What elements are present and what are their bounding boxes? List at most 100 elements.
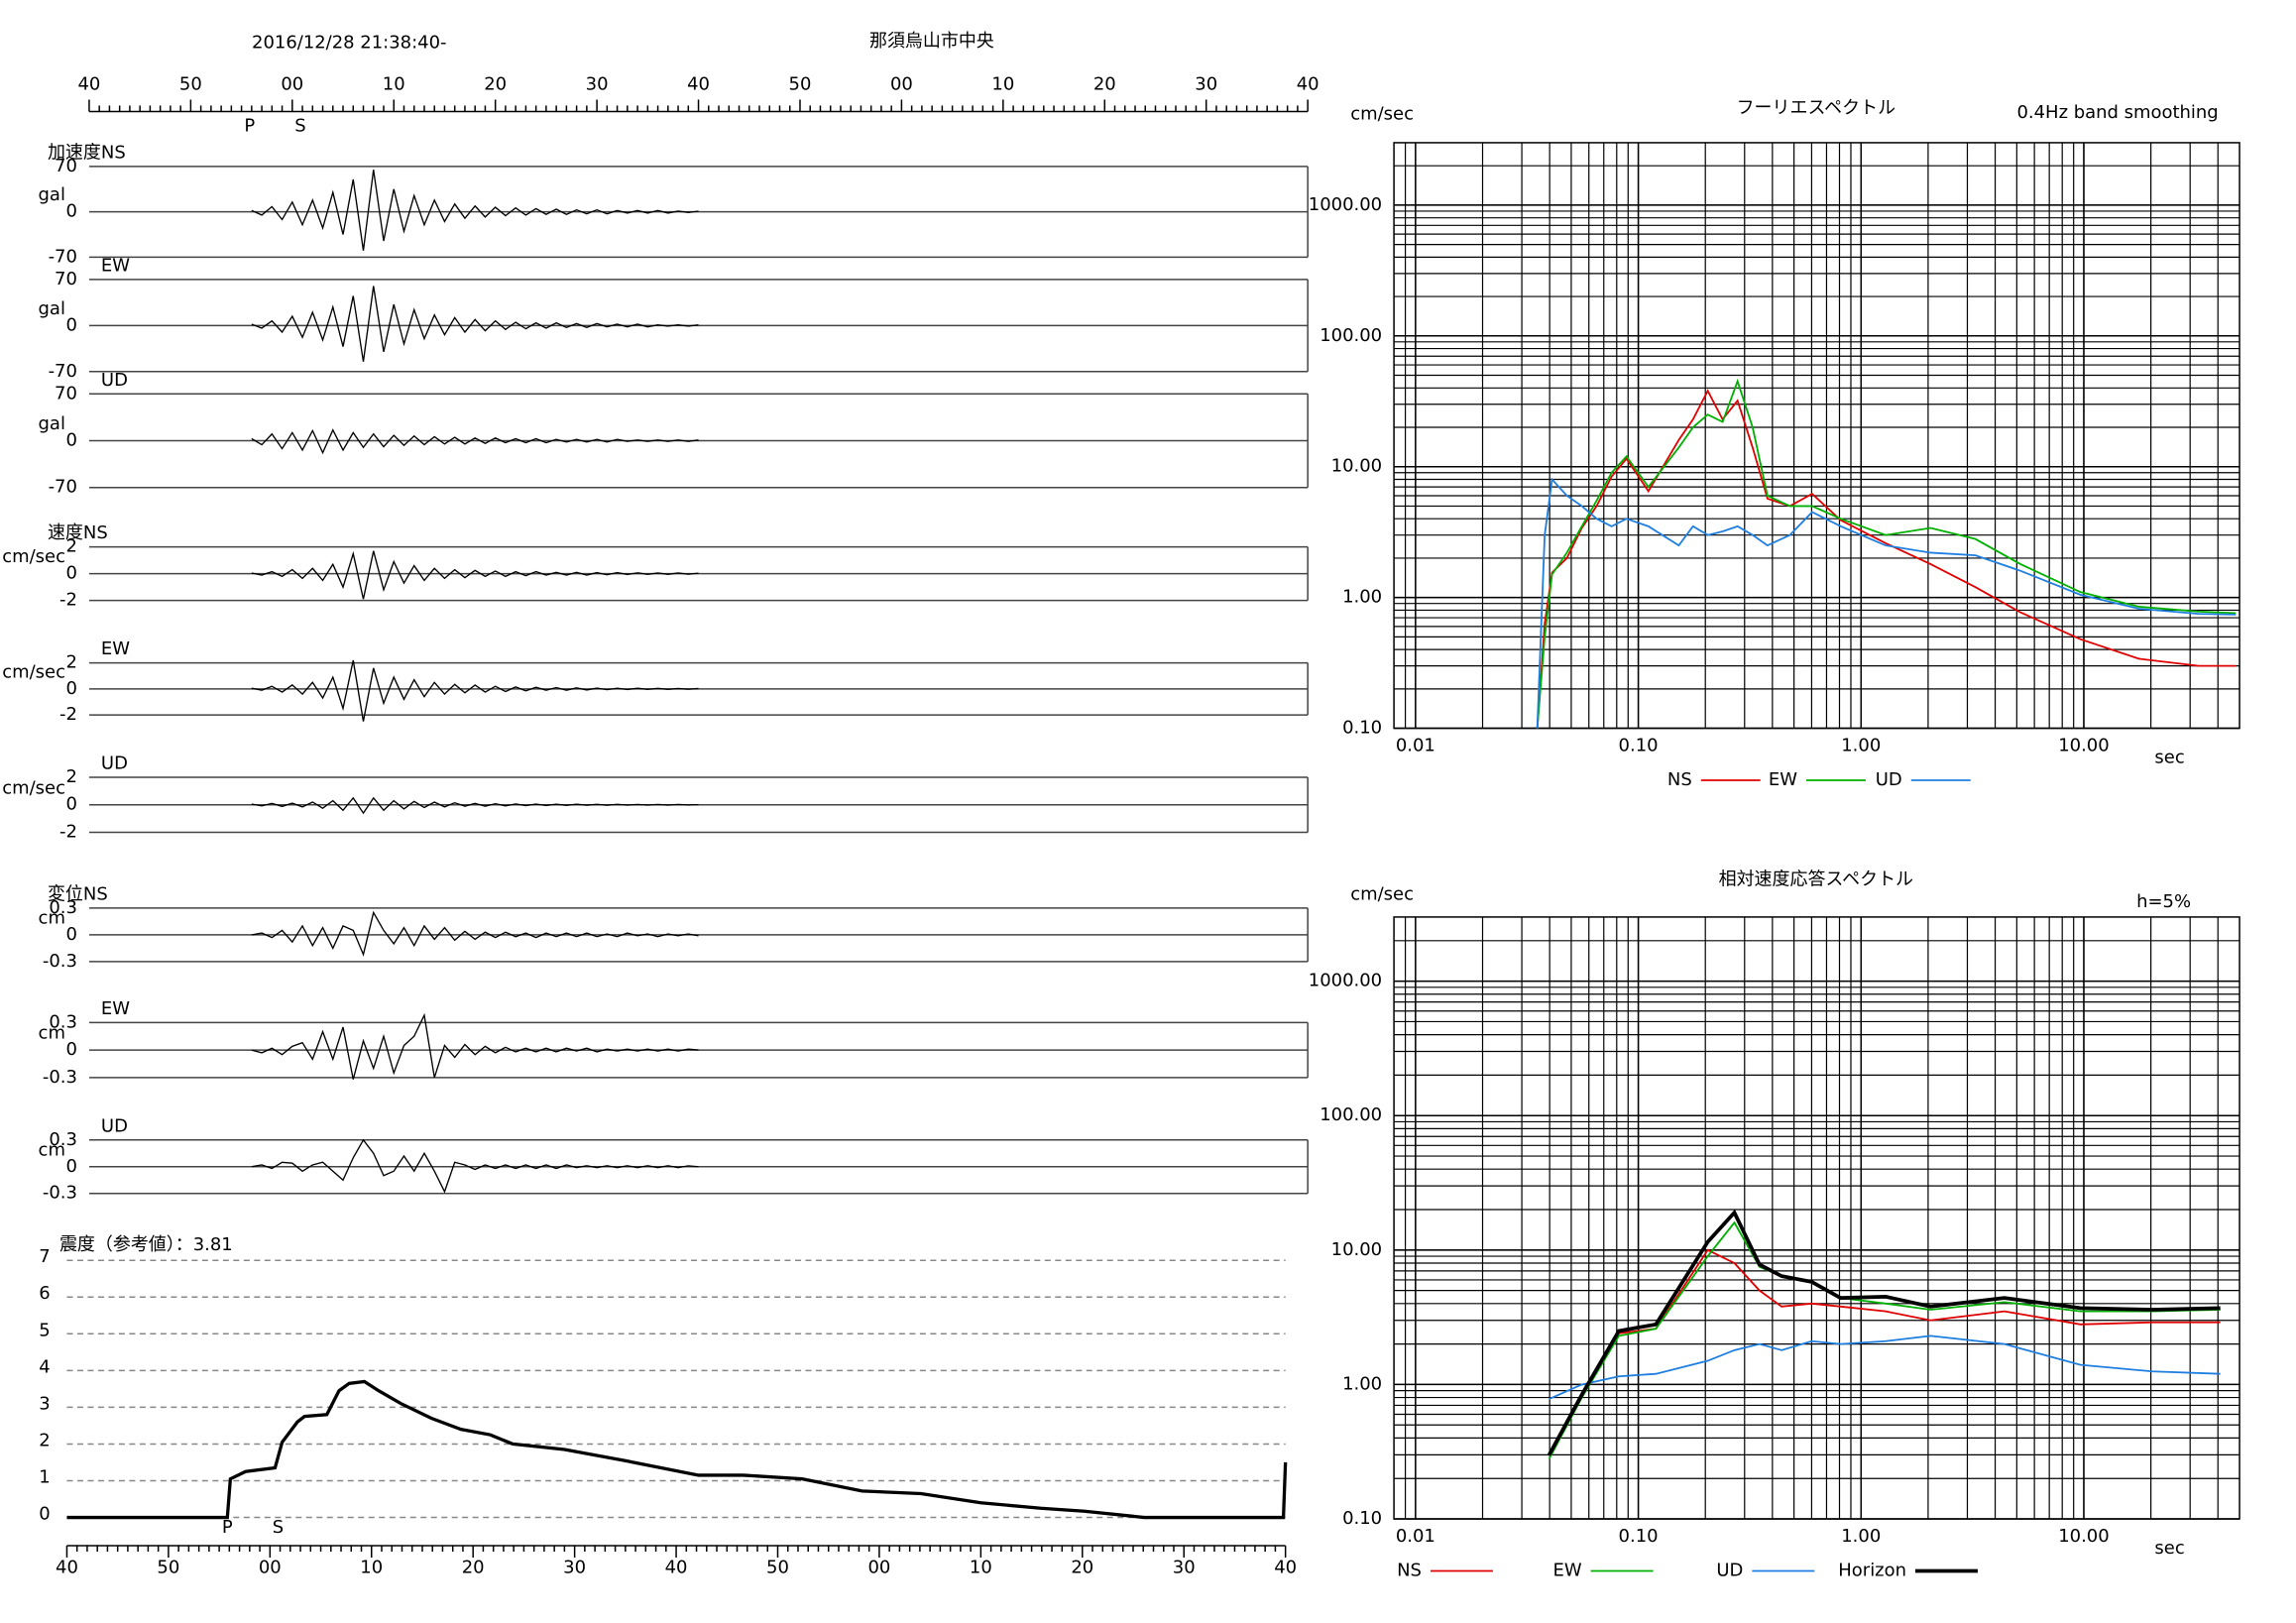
waveform <box>251 1012 699 1080</box>
legend-label: UD <box>1716 1561 1743 1581</box>
y-tick-label: 0.3 <box>49 897 77 918</box>
y-tick-label: 10.00 <box>1331 456 1382 477</box>
unit-label: cm <box>39 1023 65 1044</box>
y-tick-label: 100.00 <box>1320 1104 1382 1125</box>
x-tick-label: 1.00 <box>1841 736 1881 756</box>
y-tick-label: -70 <box>49 361 77 382</box>
x-tick-label: 0.10 <box>1619 736 1659 756</box>
x-tick-label: 40 <box>665 1558 688 1578</box>
waveform <box>251 659 699 722</box>
x-tick-label: 40 <box>56 1558 78 1578</box>
legend-label: EW <box>1552 1561 1581 1581</box>
y-tick-label: -0.3 <box>43 1067 77 1088</box>
y-tick-label: 10.00 <box>1331 1239 1382 1260</box>
unit-label: cm/sec <box>2 546 65 567</box>
x-tick-label: 50 <box>789 73 812 94</box>
y-tick-label: 1.00 <box>1342 587 1382 608</box>
y-axis-label: cm/sec <box>1350 103 1414 124</box>
spectrum-line <box>1548 1248 2221 1455</box>
y-axis-label: cm/sec <box>1350 883 1414 904</box>
x-tick-label: 40 <box>78 73 101 94</box>
panel-label: UD <box>101 754 128 774</box>
y-tick-label: 1000.00 <box>1309 971 1382 991</box>
y-tick-label: 1.00 <box>1342 1373 1382 1394</box>
y-tick-label: 0 <box>66 201 77 222</box>
y-tick-label: 100.00 <box>1320 325 1382 346</box>
y-tick-label: 70 <box>55 156 77 176</box>
x-tick-label: 00 <box>867 1558 890 1578</box>
x-tick-label: 30 <box>586 73 609 94</box>
waveform <box>251 550 699 600</box>
spectrum-line <box>1549 1334 2221 1400</box>
y-tick-label: -2 <box>59 821 77 842</box>
unit-label: gal <box>39 413 65 434</box>
y-tick-label: 4 <box>39 1356 50 1377</box>
y-tick-label: 2 <box>66 536 77 557</box>
panel-label: EW <box>101 998 130 1019</box>
y-tick-label: -70 <box>49 246 77 267</box>
spectrum-line <box>1536 378 2237 729</box>
x-tick-label: 10 <box>970 1558 992 1578</box>
y-tick-label: 70 <box>55 269 77 290</box>
phase-label: S <box>294 115 305 136</box>
y-tick-label: 0 <box>66 429 77 450</box>
x-axis-label: sec <box>2154 748 2184 768</box>
x-tick-label: 20 <box>1093 73 1116 94</box>
x-tick-label: 0.10 <box>1619 1526 1659 1547</box>
x-tick-label: 20 <box>462 1558 485 1578</box>
y-tick-label: 2 <box>66 652 77 673</box>
y-tick-label: -2 <box>59 590 77 611</box>
x-tick-label: 50 <box>157 1558 179 1578</box>
y-tick-label: 0.10 <box>1342 718 1382 739</box>
y-tick-label: 0 <box>66 314 77 335</box>
legend-label: Horizon <box>1838 1561 1906 1581</box>
y-tick-label: 1 <box>39 1466 50 1487</box>
phase-label: S <box>273 1517 284 1538</box>
chart-title: フーリエスペクトル <box>1737 97 1895 118</box>
waveform <box>251 796 699 815</box>
legend-label: NS <box>1667 769 1692 790</box>
y-tick-label: 0 <box>66 1039 77 1060</box>
y-tick-label: 0 <box>66 924 77 945</box>
unit-label: cm/sec <box>2 661 65 682</box>
panel-label: UD <box>101 1115 128 1136</box>
chart-title: 震度（参考値）：3.81 <box>59 1234 233 1255</box>
y-tick-label: 6 <box>39 1283 50 1304</box>
y-tick-label: 0.10 <box>1342 1508 1382 1529</box>
x-tick-label: 30 <box>563 1558 586 1578</box>
y-tick-label: -0.3 <box>43 1183 77 1204</box>
y-tick-label: -70 <box>49 477 77 498</box>
x-tick-label: 10.00 <box>2058 736 2109 756</box>
x-tick-label: 10 <box>991 73 1014 94</box>
y-tick-label: 5 <box>39 1320 50 1340</box>
panel-label: EW <box>101 638 130 659</box>
unit-label: gal <box>39 184 65 205</box>
unit-label: cm/sec <box>2 777 65 798</box>
x-tick-label: 10 <box>383 73 405 94</box>
legend-label: EW <box>1769 769 1797 790</box>
chart-subtitle: h=5% <box>2136 891 2191 912</box>
y-tick-label: 2 <box>39 1430 50 1450</box>
y-tick-label: 3 <box>39 1393 50 1414</box>
x-tick-label: 30 <box>1173 1558 1196 1578</box>
chart-subtitle: 0.4Hz band smoothing <box>2016 102 2218 123</box>
panel-label: 変位NS <box>48 883 108 904</box>
unit-label: cm <box>39 907 65 928</box>
legend-label: UD <box>1876 769 1902 790</box>
x-tick-label: 50 <box>179 73 202 94</box>
chart-title: 那須烏山市中央 <box>869 31 994 52</box>
chart-subtitle: 2016/12/28 21:38:40- <box>252 33 446 54</box>
x-tick-label: 00 <box>259 1558 282 1578</box>
y-tick-label: 0.3 <box>49 1011 77 1032</box>
x-tick-label: 10.00 <box>2058 1526 2109 1547</box>
x-tick-label: 1.00 <box>1841 1526 1881 1547</box>
x-tick-label: 00 <box>281 73 303 94</box>
y-tick-label: 70 <box>55 383 77 404</box>
panel-label: EW <box>101 255 130 276</box>
waveform <box>251 170 699 251</box>
y-tick-label: 1000.00 <box>1309 194 1382 215</box>
spectrum-line <box>1536 389 2237 729</box>
y-tick-label: 7 <box>39 1246 50 1267</box>
